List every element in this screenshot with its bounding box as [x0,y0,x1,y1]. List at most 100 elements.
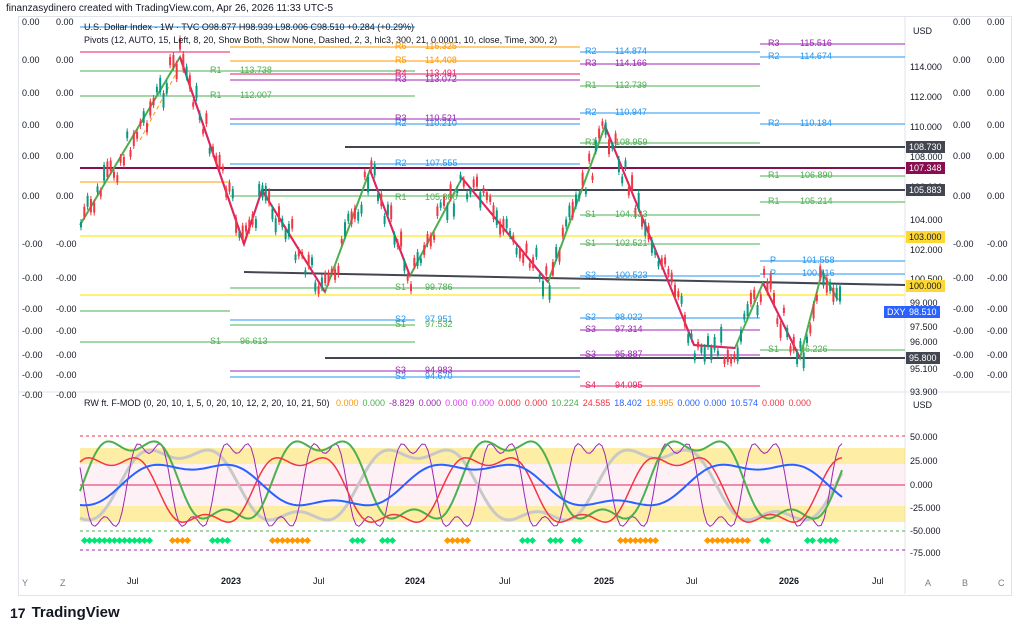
oscillator-marker [448,536,457,545]
pivot-value: 105.380 [425,192,458,202]
left-scale-label: 0.00 [22,151,40,161]
outer-scale-label-2: -0.00 [987,326,1008,336]
oscillator-marker [388,536,397,545]
chart-title[interactable]: U.S. Dollar Index · 1W · TVC O98.877 H98… [84,22,414,32]
pivot-value: 98.022 [615,312,643,322]
outer-scale-label: 0.00 [953,17,971,27]
left-scale-label-2: -0.00 [56,350,77,360]
oscillator-marker [218,536,227,545]
pivot-value: 110.210 [425,118,457,128]
pivot-value: 112.739 [615,80,647,90]
left-scale-label: -0.00 [22,370,43,380]
oscillator-marker [358,536,367,545]
indicator-value: -8.829 [389,398,415,408]
oscillator-marker [728,536,737,545]
oscillator-lines [79,440,844,528]
outer-scale-label-2: -0.00 [987,273,1008,283]
oscillator-marker [383,536,392,545]
outer-scale-label: -0.00 [953,370,974,380]
oscillator-marker [641,536,650,545]
oscillator-marker [803,536,812,545]
left-scale-label-2: -0.00 [56,273,77,283]
oscillator-marker [135,536,144,545]
indicator-value: 0.000 [471,398,495,408]
oscillator-marker [105,536,114,545]
oscillator-marker [443,536,452,545]
pivot-label: S3 [395,365,407,375]
oscillator-marker [293,536,302,545]
outer-scale-label: 0.00 [953,191,971,201]
outer-scale-label-2: -0.00 [987,304,1008,314]
price-scale-label: 102.000 [910,245,943,255]
pivot-value: 114.408 [425,55,457,65]
pivot-value: 106.890 [800,170,833,180]
axis-letter: B [962,578,969,588]
oscillator-marker [273,536,282,545]
pivot-lines [80,26,905,387]
pivot-label: R3 [395,74,407,84]
pivot-label: S1 [768,344,780,354]
left-scale-label: -0.00 [22,273,43,283]
oscillator-marker [523,536,532,545]
pivot-label: R5 [395,55,407,65]
left-scale-label-2: 0.00 [56,151,74,161]
left-scale-label-2: -0.00 [56,326,77,336]
price-scale-label: 112.000 [910,92,942,102]
pivot-value: 114.874 [615,46,647,56]
outer-scale-label-2: 0.00 [987,191,1005,201]
time-axis-label: Jul [686,576,698,586]
outer-scale-label: 0.00 [953,120,971,130]
pivot-label: R1 [395,192,407,202]
indicator-value: 18.402 [614,398,642,408]
oscillator-marker [130,536,139,545]
oscillator-marker [831,536,840,545]
currency-label-osc[interactable]: USD [913,400,933,410]
pivot-label: R3 [395,113,407,123]
pivot-label: R2 [585,107,597,117]
oscillator-marker [378,536,387,545]
oscillator-marker [145,536,154,545]
oscillator-marker [743,536,752,545]
price-scale-label: 104.000 [910,215,943,225]
indicator-legend[interactable]: RW ft. F-MOD (0, 20, 10, 1, 5, 0, 20, 10… [84,398,819,408]
oscillator-marker [183,536,192,545]
indicator-value: 18.995 [645,398,674,408]
oscillator-marker [518,536,527,545]
pivot-label: S2 [585,312,597,322]
pivot-value: 94.670 [425,371,453,381]
pivot-value: 113.738 [240,65,272,75]
oscillator-marker [636,536,645,545]
indicator-value: 10.224 [551,398,579,408]
oscillator-marker [120,536,129,545]
outer-scale-label-2: -0.00 [987,350,1008,360]
pivot-value: 100.523 [615,270,648,280]
zigzag-pink-4 [604,125,736,349]
price-scale-label: 108.000 [910,152,943,162]
time-axis-label: Jul [127,576,139,586]
axis-letter: Z [60,578,66,588]
currency-label[interactable]: USD [913,26,933,36]
outer-scale-label-2: -0.00 [987,370,1008,380]
pivot-value: 97.951 [425,314,453,324]
pivots-legend[interactable]: Pivots (12, AUTO, 15, Left, 8, 20, Show … [84,35,558,45]
pivot-value: 97.314 [615,324,643,334]
oscillator-marker [646,536,655,545]
pivot-label: S3 [585,324,597,334]
oscillator-marker [283,536,292,545]
price-scale-label: 96.000 [910,337,938,347]
pivot-value: 108.959 [615,137,648,147]
pivot-value: 110.184 [800,118,832,128]
indicator-value: 0.000 [335,398,359,408]
title-text: U.S. Dollar Index · 1W · TVC O98.877 H98… [84,22,415,32]
price-scale-label: 93.900 [910,387,938,397]
oscillator-marker [546,536,555,545]
indicator-values: 0.000 0.000 -8.829 0.000 0.000 0.000 0.000 0.00… [336,398,815,408]
oscillator-marker [713,536,722,545]
outer-scale-label-2: -0.00 [987,239,1008,249]
pivot-value: 115.325 [425,41,457,51]
time-axis-label: Jul [313,576,325,586]
axis-letter: C [998,578,1005,588]
pivot-value: 94.095 [615,380,643,390]
oscillator-marker [353,536,362,545]
